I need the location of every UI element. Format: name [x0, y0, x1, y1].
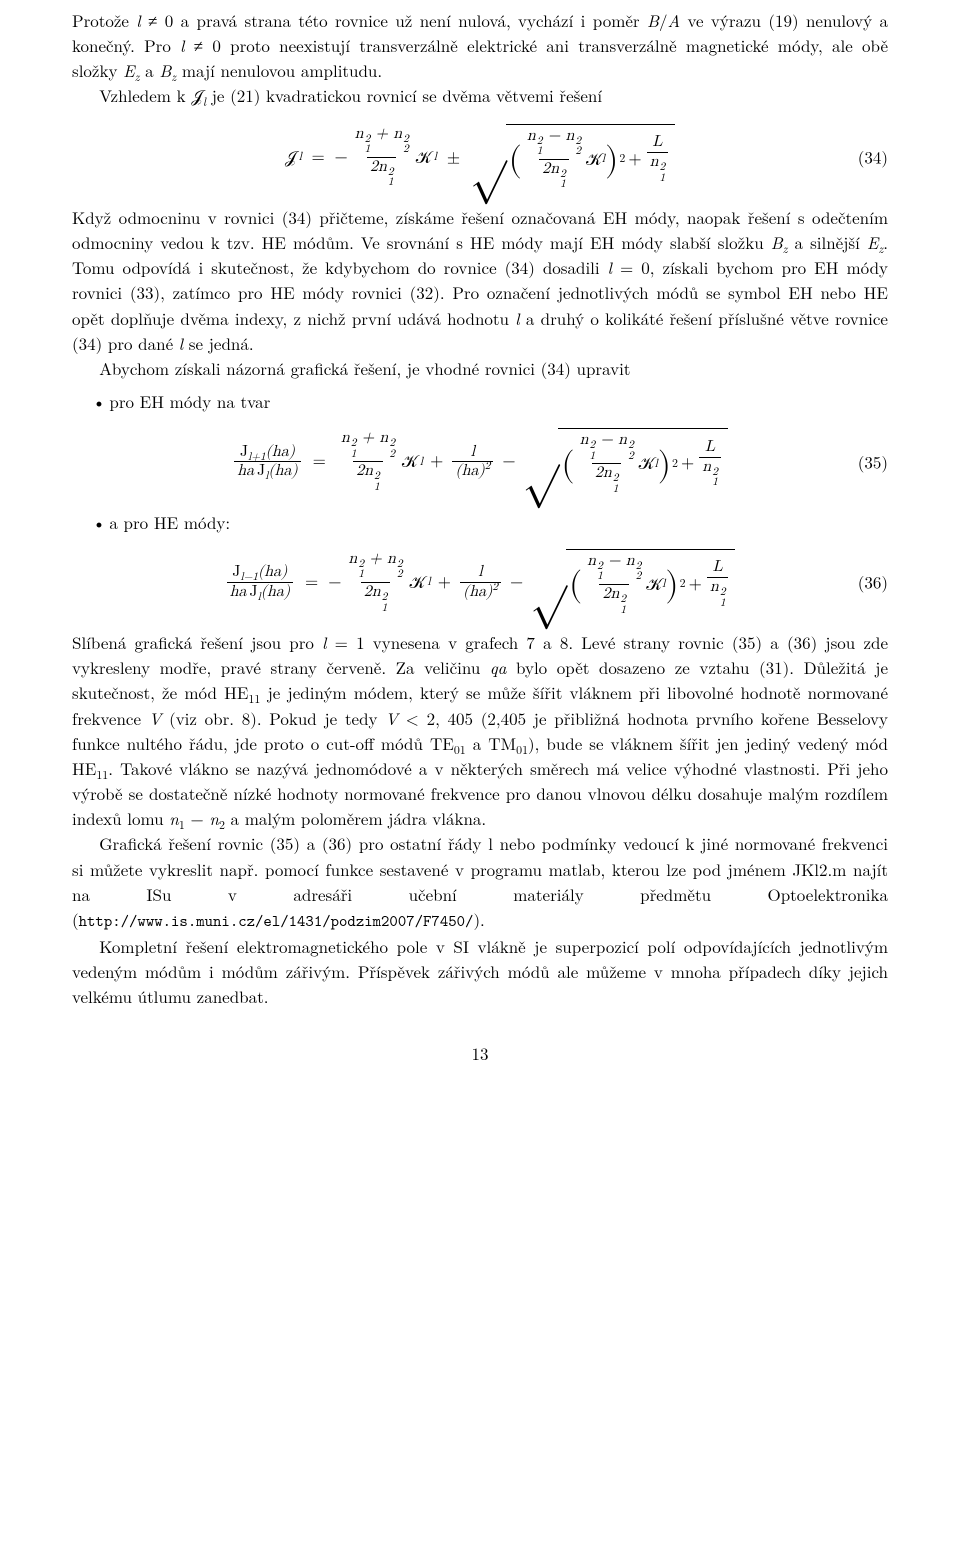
paragraph-1: Protože l ≠ 0 a pravá strana této rovnic…	[72, 8, 888, 83]
page-number: 13	[72, 1041, 888, 1066]
equation-34: 𝒥l = − n21 + n22 2n21 𝒦l ± √ ( n21 − n22…	[72, 124, 888, 191]
paragraph-7: Kompletní řešení elektromagnetického pol…	[72, 934, 888, 1009]
paragraph-5: Slíbená grafická řešení jsou pro l = 1 v…	[72, 630, 888, 831]
paragraph-3: Když odmocninu v rovnici (34) přičteme, …	[72, 205, 888, 356]
equation-number-35: (35)	[858, 449, 888, 474]
url-text: http://www.is.muni.cz/el/1431/podzim2007…	[79, 911, 474, 932]
bullet-he: a pro HE módy:	[72, 510, 888, 535]
paragraph-4: Abychom získali názorná grafická řešení,…	[72, 356, 888, 381]
paragraph-6: Grafická řešení rovnic (35) a (36) pro o…	[72, 831, 888, 933]
bullet-eh: pro EH módy na tvar	[72, 389, 888, 414]
paragraph-2: Vzhledem k 𝒥l je (21) kvadratickou rovni…	[72, 83, 888, 109]
equation-35: Jl+1(ha) haJl(ha) = n21 + n22 2n21 𝒦l + …	[72, 428, 888, 495]
equation-number-36: (36)	[858, 570, 888, 595]
equation-number-34: (34)	[858, 145, 888, 170]
equation-36: Jl−1(ha) haJl(ha) =− n21 + n22 2n21 𝒦l +…	[72, 549, 888, 616]
